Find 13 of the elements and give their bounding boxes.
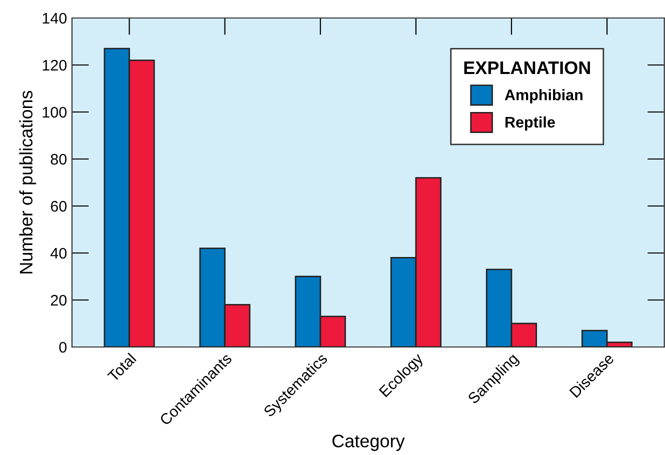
y-tick-label: 60 [50,200,67,212]
y-tick-label: 0 [59,342,67,353]
y-tick-label: 100 [42,106,67,118]
legend-label: Reptile [505,116,555,131]
legend-title: EXPLANATION [464,61,590,74]
x-axis-title: Category [332,434,405,451]
y-tick-label: 80 [50,154,67,165]
y-axis-title: Number of publications [19,90,36,274]
y-tick-label: 40 [50,248,67,259]
legend-label: Amphibian [504,89,582,104]
y-tick-label: 140 [42,12,67,24]
y-tick-label: 20 [50,294,67,306]
y-tick-label: 120 [42,60,67,71]
